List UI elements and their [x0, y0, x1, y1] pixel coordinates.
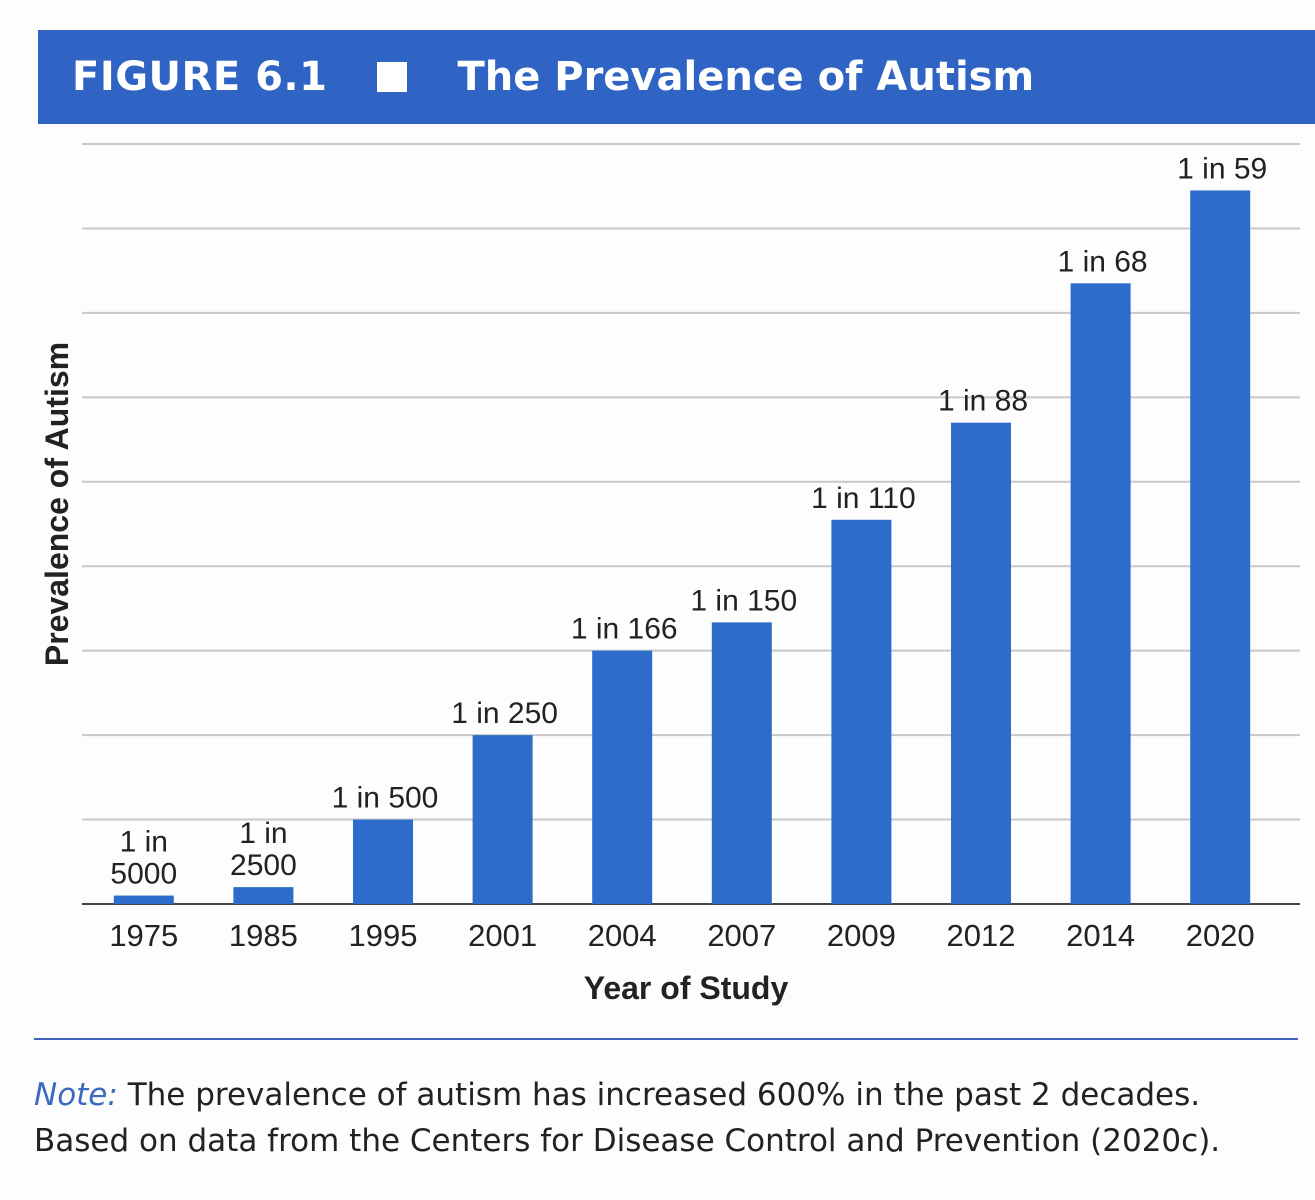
- figure-title: The Prevalence of Autism: [457, 54, 1035, 100]
- divider-rule: [34, 1038, 1298, 1040]
- bar: [1190, 190, 1251, 904]
- data-label: 1 in 166: [571, 613, 678, 646]
- bar: [472, 735, 533, 904]
- x-tick-label: 2007: [707, 918, 776, 953]
- bar: [831, 519, 892, 904]
- bar: [951, 422, 1011, 904]
- figure-label: FIGURE 6.1: [72, 54, 328, 100]
- bar: [711, 622, 772, 904]
- x-tick-label: 2001: [468, 918, 537, 953]
- data-label: 5000: [110, 858, 177, 891]
- data-label: 1 in 59: [1177, 152, 1267, 185]
- y-axis-title: Prevalence of Autism: [39, 342, 75, 666]
- data-label: 1 in: [120, 826, 168, 859]
- bar: [592, 650, 653, 904]
- x-tick-label: 2009: [827, 918, 896, 953]
- x-tick-label: 2012: [947, 918, 1016, 953]
- figure-header: FIGURE 6.1 The Prevalence of Autism: [38, 30, 1315, 124]
- data-label: 2500: [230, 849, 297, 882]
- note-text: The prevalence of autism has increased 6…: [34, 1077, 1221, 1159]
- figure-note: Note: The prevalence of autism has incre…: [34, 1072, 1304, 1164]
- x-tick-label: 2020: [1186, 918, 1255, 953]
- data-label: 1 in 88: [938, 385, 1028, 418]
- data-label: 1 in 110: [811, 482, 916, 515]
- data-label: 1 in 68: [1058, 245, 1148, 278]
- x-axis-title: Year of Study: [584, 970, 789, 1006]
- x-tick-label: 2014: [1066, 918, 1135, 953]
- bar: [233, 887, 294, 904]
- bar: [1070, 283, 1131, 904]
- x-tick-label: 2004: [588, 918, 657, 953]
- x-tick-label: 1975: [109, 918, 178, 953]
- data-label: 1 in 250: [451, 697, 558, 730]
- data-label: 1 in: [239, 817, 287, 850]
- bar: [113, 895, 174, 904]
- note-label: Note:: [34, 1077, 118, 1113]
- data-label: 1 in 150: [690, 584, 797, 617]
- x-tick-label: 1985: [229, 918, 298, 953]
- bar: [353, 819, 413, 904]
- square-bullet-icon: [377, 62, 408, 92]
- x-tick-label: 1995: [349, 918, 418, 953]
- data-label: 1 in 500: [332, 782, 439, 815]
